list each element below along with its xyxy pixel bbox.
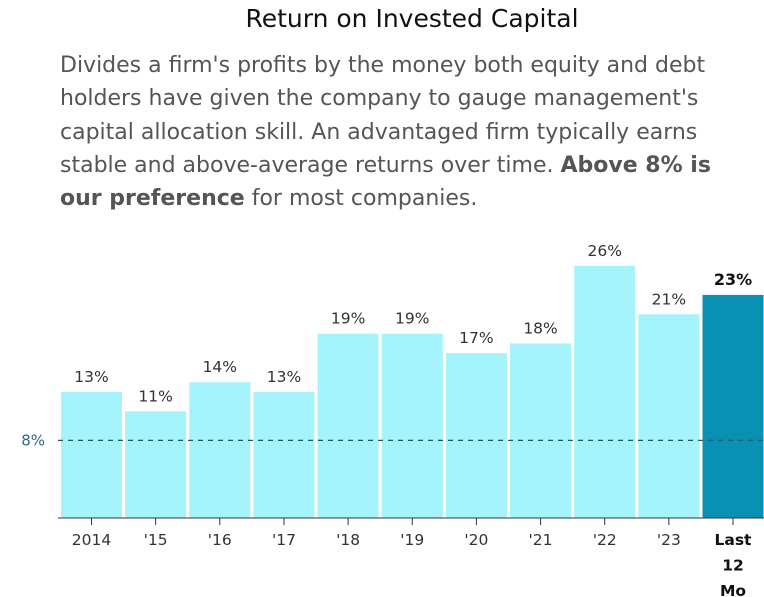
x-tick-label-10: Last 12 Mo [715, 531, 753, 597]
bar-5 [381, 333, 443, 518]
reference-line-label: 8% [21, 431, 45, 449]
bar-8 [574, 265, 636, 518]
x-tick-label-2: '16 [208, 531, 232, 549]
x-tick-label-8: '22 [593, 531, 617, 549]
bar-7 [510, 343, 572, 518]
bar-value-label-3: 13% [267, 368, 301, 386]
bar-9 [638, 314, 700, 518]
x-tick-label-6: '20 [464, 531, 488, 549]
bar-value-label-6: 17% [459, 329, 493, 347]
bar-value-label-5: 19% [395, 310, 429, 328]
x-tick-label-0: 2014 [72, 531, 111, 549]
bar-2 [189, 382, 251, 518]
bar-value-label-10: 23% [714, 270, 752, 289]
x-tick-label-5: '19 [400, 531, 424, 549]
chart-title: Return on Invested Capital [245, 4, 579, 33]
x-tick-label-4: '18 [336, 531, 360, 549]
bar-0 [61, 391, 122, 518]
x-tick-label-7: '21 [529, 531, 553, 549]
chart-description: Divides a firm's profits by the money bo… [60, 49, 760, 215]
x-tick-label-1: '15 [144, 531, 168, 549]
bar-10 [702, 294, 764, 518]
bar-value-label-2: 14% [203, 358, 237, 376]
bar-4 [317, 333, 379, 518]
x-tick-label-9: '23 [657, 531, 681, 549]
description-text: Divides a firm's profits by the money bo… [60, 53, 706, 178]
bar-value-label-8: 26% [587, 242, 621, 260]
bar-value-label-7: 18% [523, 319, 557, 337]
bar-1 [125, 411, 187, 518]
bar-6 [445, 353, 507, 518]
bar-value-label-0: 13% [74, 368, 108, 386]
x-tick-label-3: '17 [272, 531, 296, 549]
bar-value-label-9: 21% [652, 290, 686, 308]
description-emphasis: Above 8% is our preference [60, 152, 711, 212]
description-text-end: for most companies. [244, 186, 478, 212]
bar-value-label-4: 19% [331, 310, 365, 328]
bar-3 [253, 391, 315, 518]
bar-value-label-1: 11% [138, 387, 172, 405]
